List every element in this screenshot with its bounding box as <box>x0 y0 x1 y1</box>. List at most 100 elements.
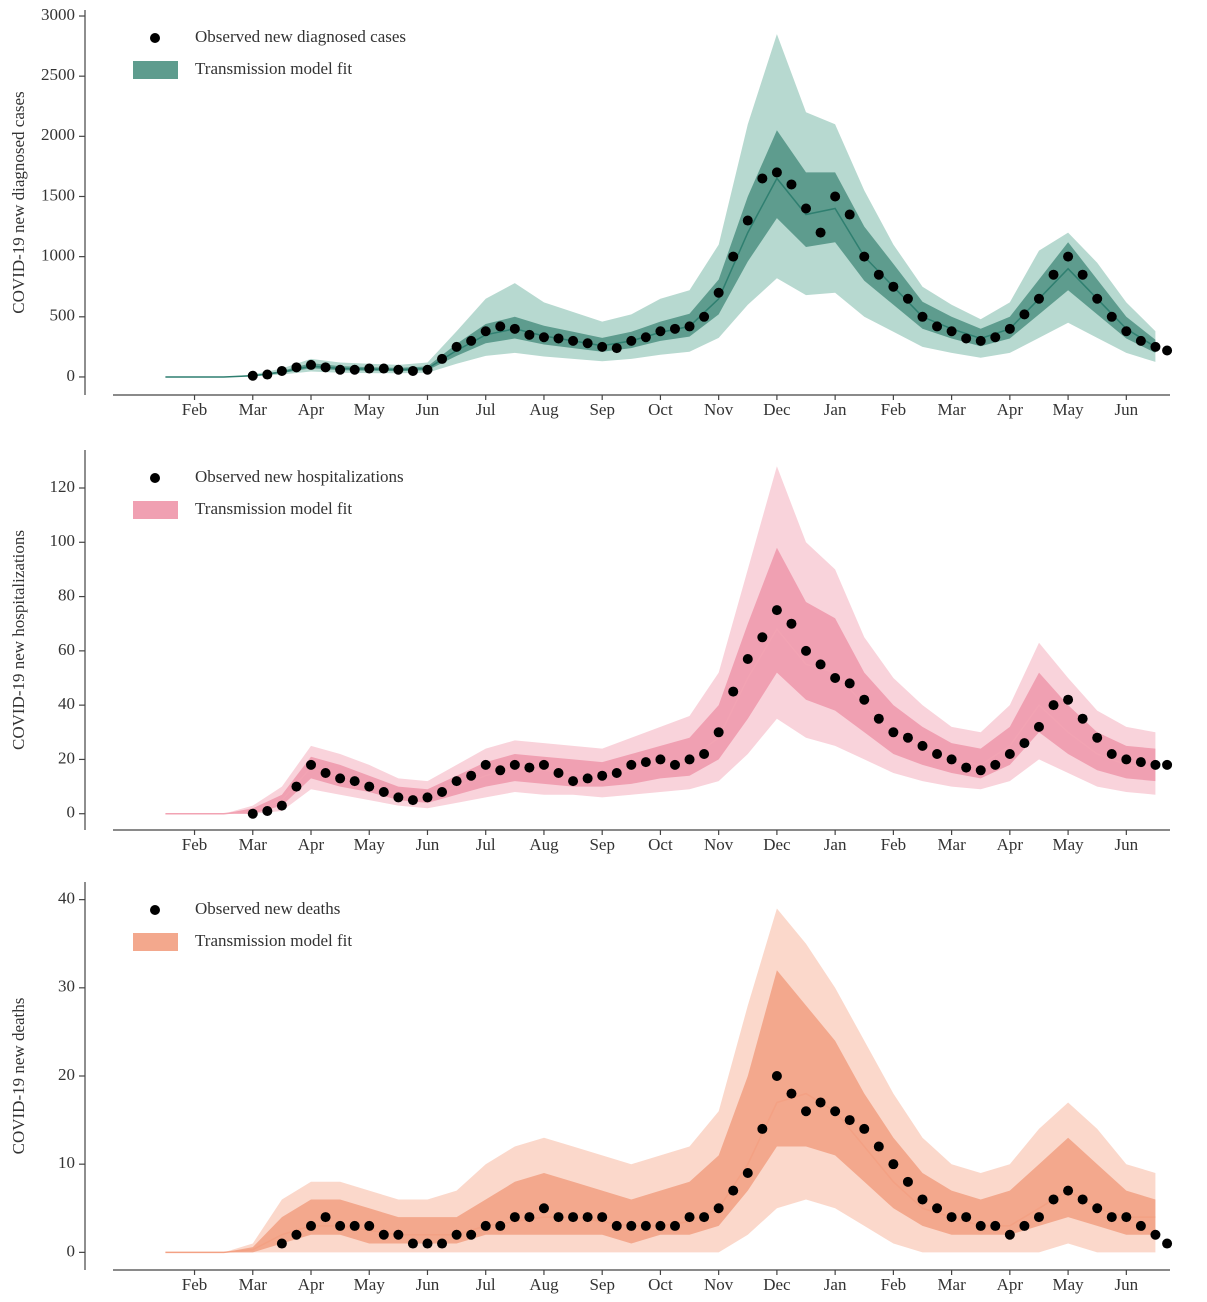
observed-point <box>815 227 826 238</box>
x-tick-label: Oct <box>648 1275 673 1294</box>
observed-point <box>655 754 666 765</box>
y-tick-label: 20 <box>58 748 75 767</box>
observed-point <box>961 1212 972 1223</box>
observed-point <box>306 759 317 770</box>
observed-point <box>1092 732 1103 743</box>
observed-point <box>1033 293 1044 304</box>
observed-point <box>975 335 986 346</box>
legend-label: Observed new diagnosed cases <box>195 27 406 46</box>
observed-point <box>480 759 491 770</box>
x-tick-label: May <box>354 400 386 419</box>
chart-panel: 0 10 20 30 40 Feb Mar Apr May Jun Jul Aug Sep Oct Nov D… <box>9 882 1173 1294</box>
observed-point <box>262 806 273 816</box>
x-tick-label: Apr <box>298 835 325 854</box>
observed-point <box>538 1203 549 1214</box>
observed-point <box>582 1212 593 1223</box>
x-tick-label: Aug <box>529 400 559 419</box>
observed-point <box>684 754 695 765</box>
observed-point <box>524 762 535 773</box>
observed-point <box>888 1159 899 1170</box>
legend-swatch <box>133 501 178 519</box>
x-tick-label: May <box>354 1275 386 1294</box>
observed-point <box>640 757 651 768</box>
x-tick-label: Jul <box>476 835 496 854</box>
observed-point <box>1121 326 1132 337</box>
observed-point <box>1150 341 1161 352</box>
observed-point <box>495 1220 506 1231</box>
observed-point <box>932 749 943 759</box>
x-tick-label: May <box>354 835 386 854</box>
observed-point <box>873 269 884 280</box>
observed-point <box>1150 1229 1161 1240</box>
observed-point <box>349 364 360 375</box>
observed-point <box>888 281 899 292</box>
observed-point <box>990 759 1001 770</box>
legend-swatch <box>133 933 178 951</box>
observed-point <box>844 209 855 220</box>
x-tick-label: Jun <box>1115 400 1139 419</box>
observed-point <box>1033 721 1044 732</box>
x-tick-label: Jun <box>416 835 440 854</box>
observed-point <box>873 713 884 724</box>
observed-point <box>917 311 928 322</box>
y-axis-label: COVID-19 new hospitalizations <box>9 530 28 750</box>
observed-point <box>859 1123 870 1134</box>
x-tick-label: Nov <box>704 835 734 854</box>
observed-point <box>699 749 710 759</box>
observed-point <box>946 1212 957 1223</box>
x-tick-label: Mar <box>937 835 966 854</box>
y-tick-label: 3000 <box>41 5 75 24</box>
observed-point <box>771 1071 782 1081</box>
observed-point <box>946 754 957 765</box>
x-tick-label: Sep <box>589 835 615 854</box>
observed-point <box>946 326 957 337</box>
observed-point <box>1135 335 1146 346</box>
observed-point <box>349 776 360 787</box>
x-tick-label: Feb <box>881 835 907 854</box>
x-tick-label: Oct <box>648 400 673 419</box>
x-tick-label: Nov <box>704 1275 734 1294</box>
observed-point <box>320 768 331 778</box>
y-tick-label: 1000 <box>41 246 75 265</box>
observed-point <box>466 335 477 346</box>
observed-point <box>247 808 258 819</box>
x-tick-label: Dec <box>763 400 791 419</box>
observed-point <box>422 1238 433 1249</box>
observed-point <box>364 781 375 792</box>
observed-point <box>509 323 520 334</box>
observed-point <box>538 759 549 770</box>
observed-point <box>1092 293 1103 304</box>
observed-point <box>320 1212 331 1223</box>
observed-point <box>524 329 535 340</box>
y-tick-label: 10 <box>58 1153 75 1172</box>
x-tick-label: Nov <box>704 400 734 419</box>
observed-point <box>553 768 564 778</box>
x-tick-label: Jan <box>824 835 847 854</box>
observed-point <box>757 632 768 643</box>
observed-point <box>859 251 870 262</box>
x-tick-label: Feb <box>182 835 208 854</box>
observed-point <box>466 1229 477 1240</box>
observed-point <box>1048 269 1059 280</box>
legend-label: Transmission model fit <box>195 931 352 950</box>
observed-point <box>1121 754 1132 765</box>
observed-point <box>437 787 448 797</box>
x-tick-label: Mar <box>937 1275 966 1294</box>
observed-point <box>393 1229 404 1240</box>
observed-point <box>364 363 375 374</box>
x-tick-label: Jan <box>824 400 847 419</box>
observed-point <box>859 694 870 705</box>
x-tick-label: Dec <box>763 1275 791 1294</box>
observed-point <box>480 1220 491 1231</box>
observed-point <box>262 369 273 380</box>
observed-point <box>422 364 433 375</box>
observed-point <box>669 323 680 334</box>
model-band <box>165 130 1156 377</box>
x-tick-label: Apr <box>997 1275 1024 1294</box>
observed-point <box>276 800 287 811</box>
observed-point <box>786 1088 797 1099</box>
observed-point <box>1019 738 1030 749</box>
observed-point <box>1135 757 1146 768</box>
observed-point <box>466 770 477 781</box>
